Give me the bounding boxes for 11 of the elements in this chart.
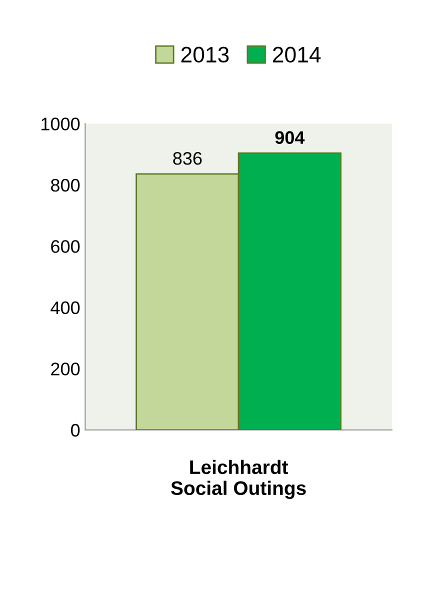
data-label: 836 — [173, 152, 202, 165]
y-tick-label: 1000 — [42, 118, 80, 130]
legend-label: 2013 — [181, 46, 229, 63]
y-tick-label: 0 — [71, 424, 80, 437]
y-tick-label: 800 — [51, 178, 80, 192]
x-axis-title: Leichhardt Social Outings — [171, 460, 306, 499]
data-label: 904 — [275, 131, 305, 144]
y-tick-label: 200 — [51, 362, 80, 376]
legend-label: 2014 — [273, 46, 321, 63]
y-tick-label: 600 — [51, 240, 80, 253]
y-tick-label: 400 — [50, 301, 80, 314]
